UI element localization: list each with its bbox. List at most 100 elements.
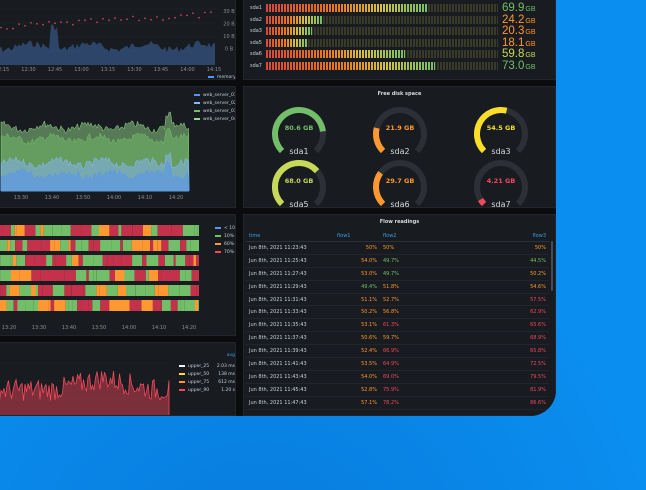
cell-flow3: 62.9% bbox=[426, 305, 549, 320]
legend-item[interactable]: web_server_02 bbox=[194, 99, 235, 107]
disk-gauge[interactable]: 21.9 GB sda2 bbox=[365, 101, 435, 161]
bar-gauge-value: 18.1GB bbox=[502, 37, 536, 49]
state-segment bbox=[91, 225, 99, 236]
state-timeline-panel[interactable]: 13:20 13:30 13:40 13:50 14:00 14:10 14:20 < 10… bbox=[0, 214, 236, 336]
state-segment bbox=[10, 225, 15, 236]
column-header-flow1[interactable]: flow1 bbox=[334, 230, 380, 242]
disk-bar-gauge-panel[interactable]: sda1 69.9GB sda2 24.2GB sda3 20.3GB sda5 18.1GB… bbox=[243, 0, 556, 80]
web-server-series-area bbox=[0, 160, 190, 192]
state-segment bbox=[180, 225, 183, 236]
disk-gauge[interactable]: 54.5 GB sda3 bbox=[466, 101, 536, 161]
legend-item[interactable]: web_server_01 bbox=[194, 91, 235, 99]
cpu-point bbox=[132, 15, 134, 18]
state-segment bbox=[77, 300, 82, 311]
bar-gauge-number: 59.8 bbox=[502, 48, 525, 61]
state-segment bbox=[190, 285, 197, 296]
table-row[interactable]: Jun 8th, 2021 11:39:43 52.4% 66.9% 65.8% bbox=[246, 344, 549, 359]
latency-timeseries-panel[interactable]: avg upper_25 2.03 ms upper_50 138 ms upper_75… bbox=[0, 342, 236, 416]
legend-item[interactable]: 60%+ bbox=[215, 240, 235, 248]
bar-gauge-row[interactable]: sda1 69.9GB bbox=[244, 2, 555, 14]
state-segment bbox=[135, 285, 146, 296]
x-tick-label: 13:30 bbox=[14, 195, 28, 201]
table-row[interactable]: Jun 8th, 2021 11:35:43 53.1% 61.3% 65.6% bbox=[246, 318, 549, 333]
bar-gauge-row[interactable]: sda2 24.2GB bbox=[244, 14, 555, 26]
cpu-point bbox=[54, 22, 56, 24]
cpu-point bbox=[6, 28, 8, 30]
web-server-timeseries-panel[interactable]: 13:30 13:40 13:50 14:00 14:10 14:20 web_serve… bbox=[0, 86, 236, 208]
table-row[interactable]: Jun 8th, 2021 11:37:43 50.6% 59.7% 68.9% bbox=[246, 331, 549, 346]
cell-flow3: 72.5% bbox=[426, 357, 549, 371]
disk-gauge[interactable]: 80.6 GB sda1 bbox=[264, 101, 334, 161]
table-row[interactable]: Jun 8th, 2021 11:29:43 49.4% 51.8% 54.6% bbox=[246, 280, 549, 294]
bar-gauge-value: 20.3GB bbox=[502, 25, 536, 37]
table-row[interactable]: Jun 8th, 2021 11:23:43 50% 50% 50% bbox=[246, 241, 549, 255]
state-segment bbox=[75, 240, 82, 251]
legend-item[interactable]: upper_50 138 ms bbox=[179, 370, 235, 378]
table-row[interactable]: Jun 8th, 2021 11:31:43 51.1% 52.7% 57.5% bbox=[246, 293, 549, 307]
gauge-label: sda7 bbox=[491, 200, 511, 208]
memory-timeseries-panel[interactable]: 12:15 12:30 12:45 13:00 13:15 13:30 13:45 14:00… bbox=[0, 0, 236, 80]
state-segment bbox=[197, 240, 199, 251]
state-segment bbox=[100, 240, 112, 251]
x-tick-label: 14:15 bbox=[207, 67, 221, 73]
x-tick-label: 12:45 bbox=[48, 67, 62, 73]
state-segment bbox=[193, 255, 197, 266]
legend-item[interactable]: web_server_04 bbox=[194, 115, 235, 123]
cpu-point bbox=[174, 16, 176, 19]
legend-swatch bbox=[194, 118, 200, 120]
x-tick-label: 14:20 bbox=[169, 195, 183, 201]
x-tick-label: 13:50 bbox=[92, 325, 106, 331]
state-segment bbox=[14, 225, 17, 236]
state-segment bbox=[42, 285, 53, 296]
free-disk-space-panel[interactable]: Free disk space 80.6 GB sda1 21.9 GB sda2 54… bbox=[243, 86, 556, 208]
bar-gauge-unit: GB bbox=[525, 64, 536, 71]
latency-area bbox=[0, 371, 170, 415]
cpu-point bbox=[102, 17, 104, 20]
bar-gauge-row[interactable]: sda3 20.3GB bbox=[244, 25, 555, 37]
state-segment bbox=[72, 300, 78, 311]
state-segment bbox=[100, 300, 110, 311]
table-row[interactable]: Jun 8th, 2021 11:47:43 57.1% 78.2% 86.6% bbox=[246, 396, 549, 410]
column-header-flow3[interactable]: flow3 bbox=[426, 230, 549, 242]
table-scrollbar[interactable] bbox=[551, 241, 553, 291]
bar-gauge-unit: GB bbox=[525, 17, 536, 25]
legend-item[interactable]: web_server_03 bbox=[194, 107, 235, 115]
bar-gauge-track bbox=[266, 38, 498, 47]
state-segment bbox=[102, 255, 108, 266]
legend-item[interactable]: upper_25 2.03 ms bbox=[179, 362, 235, 370]
column-header-time[interactable]: time bbox=[246, 230, 334, 242]
table-row[interactable]: Jun 8th, 2021 11:41:43 53.5% 64.9% 72.5% bbox=[246, 357, 549, 371]
legend-label-group: upper_75 bbox=[179, 380, 209, 385]
legend-item[interactable]: upper_75 612 ms bbox=[179, 378, 235, 386]
state-segment bbox=[64, 270, 76, 281]
state-segment bbox=[93, 240, 101, 251]
state-segment bbox=[0, 255, 11, 266]
state-segment bbox=[68, 300, 73, 311]
disk-gauge[interactable]: 68.0 GB sda5 bbox=[264, 154, 334, 207]
flow-readings-panel[interactable]: Flow readings time flow1 flow2 flow3 Jun 8t… bbox=[243, 214, 556, 416]
table-row[interactable]: Jun 8th, 2021 11:27:43 53.0% 49.7% 50.2% bbox=[246, 267, 549, 281]
x-tick-label: 13:40 bbox=[62, 325, 76, 331]
cell-flow1: 57.1% bbox=[334, 396, 380, 410]
table-row[interactable]: Jun 8th, 2021 11:43:43 54.0% 69.0% 79.5% bbox=[246, 370, 549, 384]
bar-gauge-row[interactable]: sda5 18.1GB bbox=[244, 37, 555, 49]
table-row[interactable]: Jun 8th, 2021 11:33:43 50.2% 56.8% 62.9% bbox=[246, 305, 549, 320]
disk-gauge[interactable]: 29.7 GB sda6 bbox=[365, 154, 435, 207]
x-tick-label: 13:20 bbox=[2, 325, 16, 331]
table-row[interactable]: Jun 8th, 2021 11:25:43 54.0% 49.7% 44.5% bbox=[246, 254, 549, 268]
legend-item[interactable]: < 10% bbox=[215, 224, 235, 232]
cell-flow3: 44.5% bbox=[426, 254, 549, 268]
legend-item[interactable]: 70%+ bbox=[215, 248, 235, 256]
state-segment bbox=[17, 300, 26, 311]
column-header-flow2[interactable]: flow2 bbox=[380, 230, 426, 242]
bar-gauge-track bbox=[266, 62, 498, 70]
bar-gauge-fill bbox=[266, 50, 406, 59]
state-segment bbox=[52, 225, 62, 236]
state-segment bbox=[50, 240, 55, 251]
legend-item[interactable]: 10%+ bbox=[215, 232, 235, 240]
legend-item[interactable]: upper_90 1.20 s bbox=[179, 386, 235, 394]
bar-gauge-row[interactable]: sda6 59.8GB bbox=[244, 48, 555, 61]
table-row[interactable]: Jun 8th, 2021 11:45:43 52.8% 75.9% 81.9% bbox=[246, 383, 549, 397]
bar-gauge-row[interactable]: sda7 73.0GB bbox=[244, 60, 555, 72]
disk-gauge[interactable]: 4.21 GB sda7 bbox=[466, 154, 536, 208]
